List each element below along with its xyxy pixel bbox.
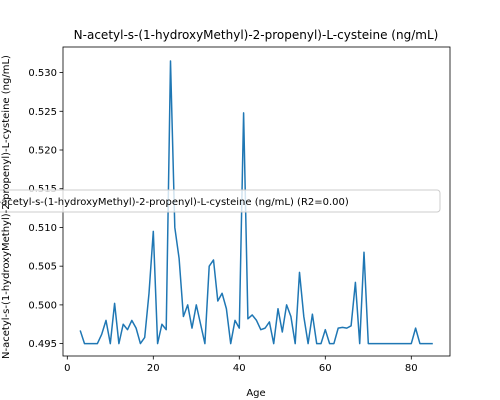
chart-title: N-acetyl-s-(1-hydroxyMethyl)-2-propenyl)… — [74, 28, 439, 42]
y-tick-label: 0.510 — [28, 223, 57, 234]
legend-entry-label: N-acetyl-s-(1-hydroxyMethyl)-2-propenyl)… — [0, 197, 349, 208]
y-axis-label: N-acetyl-s-(1-hydroxyMethyl)-2-propenyl)… — [1, 55, 12, 359]
x-axis-label: Age — [246, 388, 265, 399]
plot-area: 0204060800.4950.5000.5050.5100.5150.5200… — [0, 46, 451, 374]
legend-box — [0, 189, 441, 213]
x-tick-label: 20 — [147, 363, 160, 374]
y-tick-label: 0.495 — [28, 339, 57, 350]
x-tick-label: 80 — [405, 363, 418, 374]
y-tick-label: 0.525 — [28, 107, 57, 118]
x-tick-label: 0 — [64, 363, 70, 374]
y-tick-label: 0.520 — [28, 146, 57, 157]
series-line-0 — [79, 60, 433, 345]
x-tick-label: 60 — [319, 363, 332, 374]
x-tick-label: 40 — [233, 363, 246, 374]
y-tick-label: 0.505 — [28, 262, 57, 273]
y-tick-label: 0.530 — [28, 68, 57, 79]
legend: N-acetyl-s-(1-hydroxyMethyl)-2-propenyl)… — [0, 189, 441, 213]
y-tick-label: 0.500 — [28, 300, 57, 311]
